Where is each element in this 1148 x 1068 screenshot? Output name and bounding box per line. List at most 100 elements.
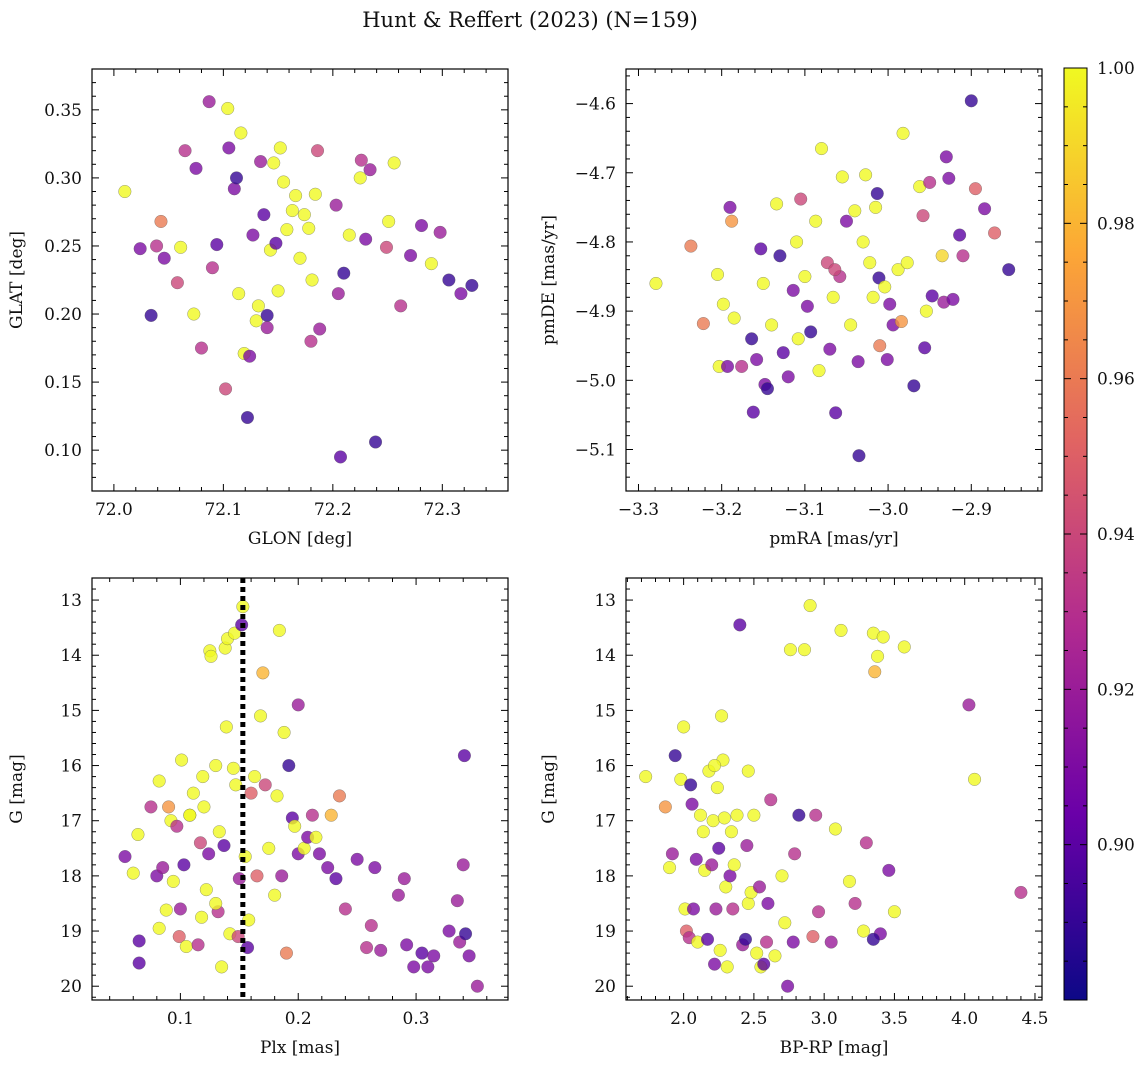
y-tick-label: −5.1 — [575, 440, 616, 460]
scatter-point — [939, 150, 953, 164]
x-tick-label: 2.5 — [740, 1009, 767, 1029]
y-tick-label: 19 — [594, 922, 616, 942]
scatter-point — [709, 902, 723, 916]
scatter-point — [750, 946, 764, 960]
scatter-point — [781, 979, 795, 993]
scatter-point — [244, 786, 258, 800]
scatter-point — [778, 916, 792, 930]
scatter-point — [923, 175, 937, 190]
x-axis-label: BP-RP [mag] — [780, 1038, 889, 1058]
scatter-point — [826, 290, 840, 304]
scatter-point — [270, 789, 284, 803]
axes-frame — [625, 577, 1043, 1001]
scatter-point — [693, 808, 708, 822]
scatter-point — [312, 847, 326, 861]
scatter-point — [424, 257, 438, 271]
scatter-point — [707, 759, 722, 773]
scatter-point — [773, 249, 787, 263]
scatter-point — [195, 910, 209, 924]
scatter-point — [179, 939, 193, 954]
scatter-point — [132, 934, 146, 948]
scatter-point — [852, 449, 866, 463]
x-tick-label: 0.1 — [167, 1009, 194, 1029]
y-tick-label: 14 — [594, 646, 616, 666]
scatter-point — [217, 838, 231, 853]
scatter-point — [359, 232, 373, 246]
y-tick-label: 13 — [60, 591, 82, 611]
scatter-point — [968, 182, 982, 196]
scatter-point — [757, 957, 771, 971]
scatter-point — [700, 932, 715, 946]
scatter-point — [253, 709, 268, 723]
colorbar-tick-label: 0.96 — [1097, 370, 1135, 390]
scatter-point — [883, 297, 897, 311]
scatter-point — [364, 918, 378, 933]
scatter-point — [733, 618, 747, 632]
x-tick-label: −3.0 — [867, 500, 908, 520]
scatter-point — [844, 318, 858, 332]
scatter-point — [835, 170, 849, 184]
scatter-point — [415, 946, 429, 960]
x-tick-label: 4.0 — [951, 1009, 978, 1029]
scatter-point — [665, 847, 679, 861]
scatter-point — [267, 156, 281, 170]
scatter-point — [710, 781, 724, 795]
scatter-point — [834, 623, 848, 637]
scatter-point — [205, 261, 219, 275]
scatter-point — [715, 709, 729, 723]
x-tick-label: 72.0 — [95, 500, 133, 520]
scatter-point — [741, 764, 755, 778]
x-tick-label: −3.1 — [784, 500, 825, 520]
scatter-point — [871, 649, 885, 663]
y-tick-label: 0.20 — [44, 305, 82, 325]
scatter-point — [363, 163, 377, 177]
scatter-point — [293, 251, 307, 265]
scatter-point — [727, 311, 741, 325]
scatter-point — [953, 228, 967, 242]
scatter-point — [282, 759, 296, 773]
scatter-point — [668, 749, 682, 763]
scatter-point — [379, 240, 394, 254]
x-tick-label: 72.3 — [423, 500, 461, 520]
scatter-point — [882, 863, 896, 877]
scatter-point — [725, 214, 739, 228]
scatter-point — [719, 880, 733, 894]
scatter-point — [210, 238, 224, 252]
scatter-point — [308, 187, 322, 201]
scatter-point — [768, 949, 782, 963]
scatter-point — [271, 284, 285, 298]
x-axis-label: Plx [mas] — [260, 1038, 340, 1058]
scatter-point — [289, 189, 303, 203]
scatter-point — [814, 142, 829, 156]
scatter-point — [812, 364, 826, 378]
y-tick-label: 0.30 — [44, 169, 82, 189]
scatter-point — [234, 126, 248, 140]
scatter-panel-pmra-pmde: −3.3 −3.2 −3.1 −3.0 −2.9 −4.6 −4.7 −4.8 −4.9 −5.0… — [539, 68, 1043, 549]
scatter-point — [740, 838, 754, 853]
scatter-point — [794, 192, 808, 206]
scatter-point — [811, 905, 826, 919]
scatter-point — [196, 770, 210, 784]
x-tick-label: 3.5 — [881, 1009, 908, 1029]
scatter-point — [876, 630, 890, 644]
scatter-point — [175, 753, 189, 767]
scatter-point — [302, 221, 316, 235]
scatter-point — [798, 269, 812, 284]
scatter-point — [866, 932, 880, 946]
scatter-point — [470, 979, 484, 993]
scatter-point — [170, 819, 184, 833]
scatter-point — [918, 341, 932, 355]
points-group — [118, 600, 484, 993]
scatter-point — [741, 896, 755, 911]
scatter-point — [257, 208, 271, 222]
scatter-point — [221, 101, 235, 116]
scatter-point — [277, 175, 291, 189]
scatter-point — [866, 290, 880, 304]
scatter-point — [202, 95, 216, 109]
figure-title: Hunt & Reffert (2023) (N=159) — [362, 8, 698, 32]
y-axis-label: pmDE [mas/yr] — [539, 215, 559, 345]
scatter-point — [809, 808, 823, 822]
scatter-point — [309, 830, 323, 844]
scatter-point — [248, 770, 262, 784]
scatter-point — [260, 308, 274, 322]
